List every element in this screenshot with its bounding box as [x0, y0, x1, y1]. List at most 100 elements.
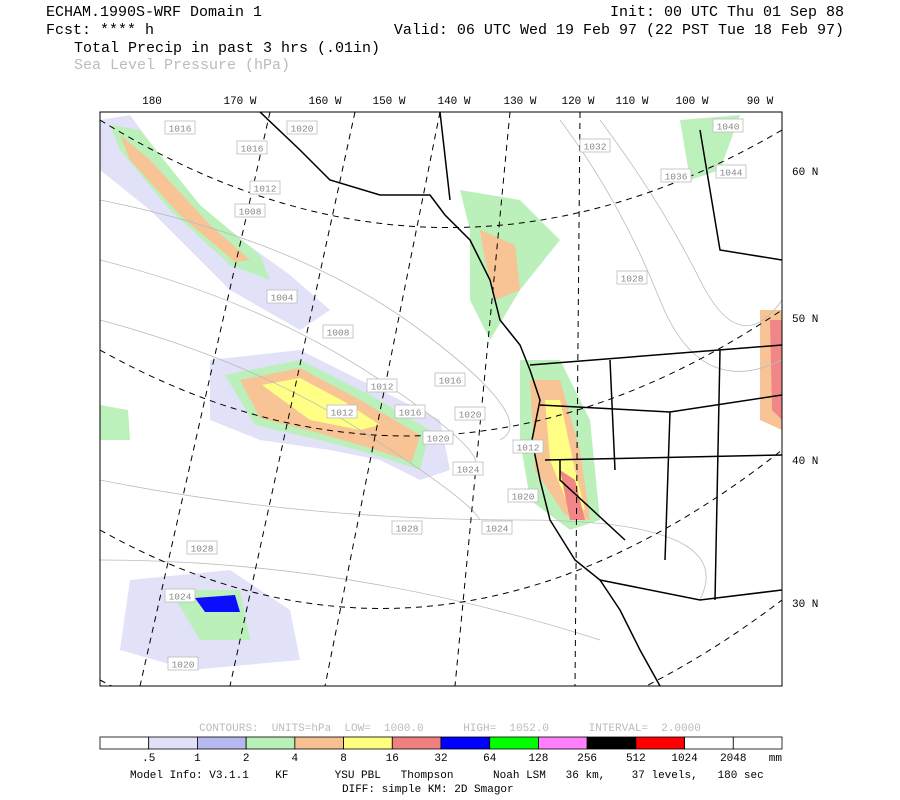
coastline [259, 112, 782, 686]
colorbar-swatch [684, 736, 734, 750]
colorbar-label: 16 [386, 753, 399, 765]
contour-label-box [236, 140, 268, 155]
contour-label-box [167, 656, 199, 671]
colorbar-swatch [635, 736, 685, 750]
colorbar-swatch [391, 736, 442, 750]
isobars [100, 119, 782, 641]
contour-label: 1008 [239, 207, 262, 218]
colorbar-swatch [148, 736, 198, 750]
longitude-label: 150 W [372, 96, 405, 108]
colorbar-label: 128 [529, 753, 549, 765]
colorbar-label: 8 [340, 753, 347, 765]
contour-label-box [394, 404, 426, 419]
contour-label: 1028 [621, 274, 644, 285]
contour-label: 1024 [486, 524, 509, 535]
colorbar-units: mm [769, 753, 783, 765]
model-info: Model Info: V3.1.1 KF YSU PBL Thompson N… [130, 770, 764, 782]
contour-label-box [326, 404, 358, 419]
contour-label: 1004 [271, 293, 294, 304]
contour-label: 1012 [371, 382, 394, 393]
contour-label: 1036 [665, 172, 688, 183]
contour-label-box [579, 138, 611, 153]
contour-label-box [322, 324, 354, 339]
contour-label-box [391, 520, 423, 535]
init-time: Init: 00 UTC Thu 01 Sep 88 [610, 4, 844, 21]
contour-label: 1008 [327, 328, 350, 339]
colorbar-swatch [245, 736, 296, 750]
longitude-label: 90 W [747, 96, 774, 108]
forecast-hour: Fcst: **** h [46, 22, 154, 39]
colorbar-label: 64 [483, 753, 497, 765]
contour-label: 1020 [291, 124, 314, 135]
title: ECHAM.1990S-WRF Domain 1 [46, 4, 262, 21]
contour-info: CONTOURS: UNITS=hPa LOW= 1000.0 HIGH= 10… [199, 723, 701, 735]
colorbar-swatch [538, 736, 588, 750]
latitude-label: 40 N [792, 456, 818, 468]
colorbar-label: 512 [626, 753, 646, 765]
contour-label: 1020 [427, 434, 450, 445]
contour-label-box [286, 120, 318, 135]
colorbar-swatch [586, 736, 637, 750]
contour-label: 1044 [720, 168, 743, 179]
longitude-label: 100 W [675, 96, 708, 108]
diff-info: DIFF: simple KM: 2D Smagor [342, 784, 514, 796]
colorbar-label: 2048 [720, 753, 746, 765]
contour-label-box [164, 120, 196, 135]
contour-label: 1016 [399, 408, 422, 419]
contour-label: 1032 [584, 142, 607, 153]
colorbar-swatch [197, 736, 247, 750]
colorbar-label: 1024 [671, 753, 698, 765]
longitude-label: 170 W [223, 96, 256, 108]
contour-label: 1016 [169, 124, 192, 135]
contour-label-box [434, 372, 466, 387]
colorbar-swatch [440, 736, 491, 750]
precip-areas [100, 115, 782, 670]
contour-label-box [454, 406, 486, 421]
colorbar-swatch [294, 736, 344, 750]
contour-label-box [507, 488, 539, 503]
colorbar-swatch [343, 736, 393, 750]
valid-time: Valid: 06 UTC Wed 19 Feb 97 (22 PST Tue … [394, 22, 844, 39]
contour-label: 1024 [169, 592, 192, 603]
contour-label: 1020 [512, 492, 535, 503]
contour-label-box [249, 180, 281, 195]
contour-label: 1012 [254, 184, 277, 195]
latitude-label: 50 N [792, 314, 818, 326]
contour-label: 1024 [457, 465, 480, 476]
contour-label-box [616, 270, 648, 285]
contour-label: 1020 [172, 660, 195, 671]
contour-label-box [712, 118, 744, 133]
contour-label-box [660, 168, 692, 183]
colorbar-label: 2 [243, 753, 250, 765]
contour-label-box [481, 520, 513, 535]
field-pressure: Sea Level Pressure (hPa) [74, 57, 290, 74]
contour-label-box [512, 439, 544, 454]
contour-label: 1028 [191, 544, 214, 555]
contour-label-box [715, 164, 747, 179]
colorbar-swatch [489, 736, 539, 750]
colorbar-swatch [99, 736, 150, 750]
contour-label: 1028 [396, 524, 419, 535]
colorbar-label: 32 [434, 753, 447, 765]
colorbar-label: .5 [142, 753, 155, 765]
longitude-label: 120 W [561, 96, 594, 108]
contour-label-box [452, 461, 484, 476]
colorbar-label: 4 [292, 753, 299, 765]
contour-label: 1012 [331, 408, 354, 419]
latitude-label: 60 N [792, 167, 818, 179]
longitude-label: 160 W [308, 96, 341, 108]
contour-label: 1020 [459, 410, 482, 421]
contour-label-box [422, 430, 454, 445]
contour-label-box [234, 203, 266, 218]
contour-label-box [366, 378, 398, 393]
contour-label: 1040 [717, 122, 740, 133]
contour-label: 1016 [439, 376, 462, 387]
contour-label: 1016 [241, 144, 264, 155]
colorbar: .5 1 2 4 8 16 32 64 128 256 512 1024 2048 [99, 736, 783, 765]
colorbar-swatch [732, 736, 783, 750]
longitude-label: 140 W [437, 96, 470, 108]
longitude-label: 110 W [615, 96, 648, 108]
contour-label: 1012 [517, 443, 540, 454]
